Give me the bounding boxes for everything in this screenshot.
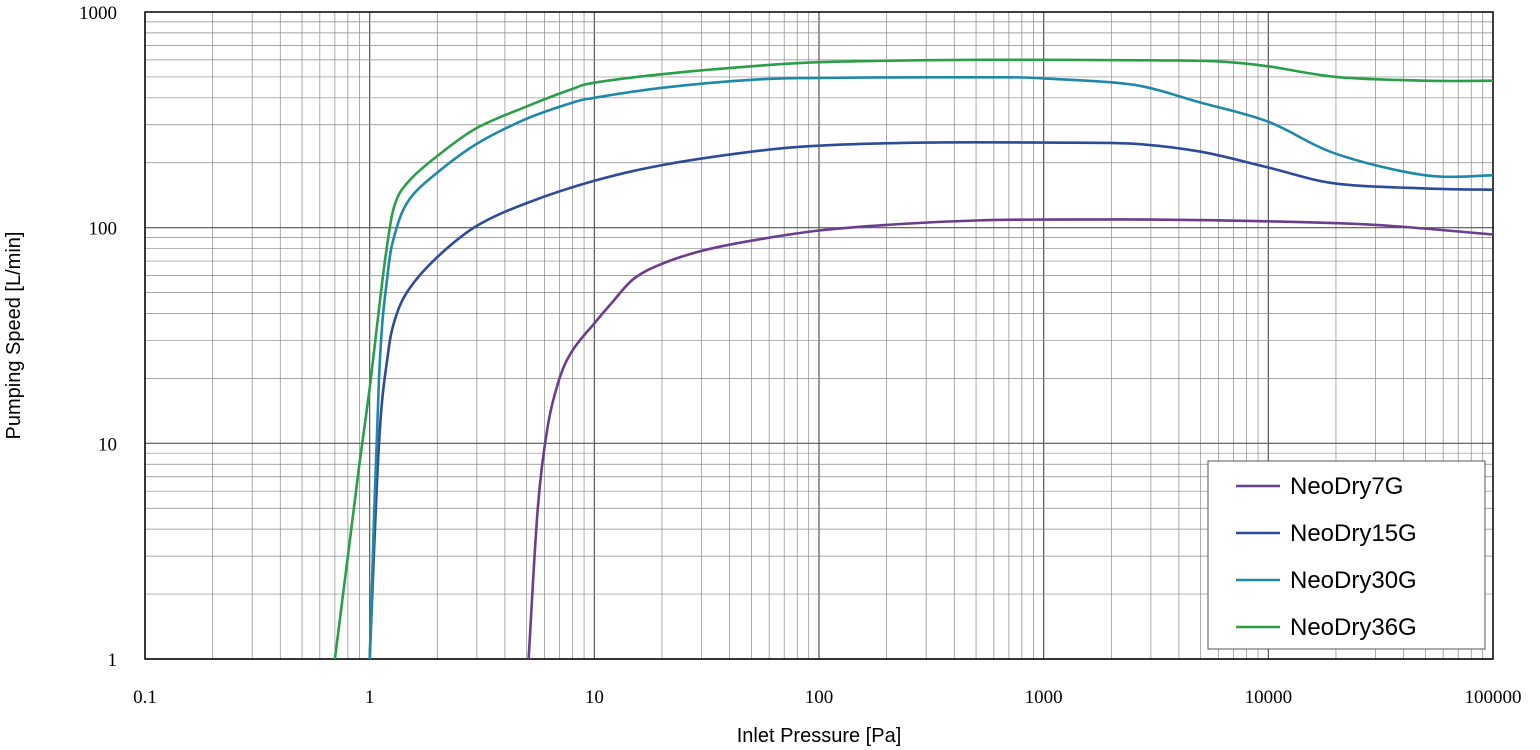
- series-line-neodry30g: [368, 75, 1494, 660]
- legend: NeoDry7G NeoDry15G NeoDry30G NeoDry36G: [1207, 460, 1486, 650]
- y-tick-label: 10: [98, 434, 117, 455]
- legend-label: NeoDry7G: [1290, 473, 1403, 500]
- legend-label: NeoDry36G: [1290, 614, 1417, 641]
- x-tick-labels: 0.1 1 10 100 1000 10000 100000: [133, 687, 1521, 708]
- x-tick-label: 1000: [1025, 687, 1063, 708]
- series-line-neodry7g: [527, 218, 1494, 660]
- series-line-neodry36g: [333, 58, 1494, 660]
- y-tick-label: 100: [89, 219, 118, 240]
- plot-frame: [144, 11, 1494, 660]
- y-tick-label: 1: [108, 650, 118, 671]
- grid-lines: [144, 12, 1493, 660]
- x-tick-label: 0.1: [133, 687, 157, 708]
- x-tick-label: 10: [585, 687, 604, 708]
- x-tick-label: 10000: [1245, 687, 1293, 708]
- y-tick-labels: 1 10 100 1000: [79, 3, 117, 671]
- legend-label: NeoDry30G: [1290, 567, 1417, 594]
- legend-box: [1207, 460, 1486, 650]
- series-lines: [333, 58, 1494, 660]
- y-tick-label: 1000: [79, 3, 117, 24]
- y-axis-label: Pumping Speed [L/min]: [3, 232, 25, 440]
- x-axis-label: Inlet Pressure [Pa]: [737, 725, 902, 747]
- x-tick-label: 100000: [1465, 687, 1522, 708]
- series-line-neodry15g: [368, 141, 1494, 660]
- x-tick-label: 1: [365, 687, 375, 708]
- legend-label: NeoDry15G: [1290, 520, 1417, 547]
- x-tick-label: 100: [805, 687, 834, 708]
